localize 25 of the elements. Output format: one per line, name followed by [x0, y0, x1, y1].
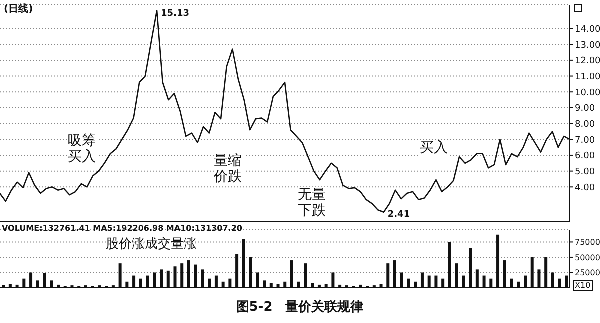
annotation: 无量下跌	[298, 187, 328, 220]
y-tick-label: 8.00	[575, 120, 596, 130]
y-tick-label: 11.00	[575, 72, 600, 82]
annotation: 股价涨成交量涨	[106, 237, 197, 253]
text: X10	[573, 280, 593, 292]
caption: 图5-2 量价关联规律	[235, 300, 365, 316]
y-tick-label: 4.00	[575, 183, 596, 194]
y-tick-label: 10.00	[575, 88, 600, 98]
y-tick-label: 5.00	[575, 168, 596, 178]
y-tick-label: 7.00	[575, 136, 596, 146]
annotation: 量缩价跌	[214, 153, 244, 186]
annotation: 买入	[420, 140, 448, 156]
y-tick-label: 14.00	[575, 24, 600, 35]
y-tick-label: 25000	[575, 268, 600, 278]
annotation: VOLUME:132761.41 MA5:192206.98 MA10:131307.20	[2, 224, 242, 234]
annotation: 2.41	[388, 210, 410, 221]
y-tick-label: 50000	[575, 253, 600, 262]
annotation: 15.13	[161, 8, 190, 20]
y-tick-label: 75000	[575, 238, 600, 248]
annotation: 吸筹买入	[68, 133, 98, 166]
y-tick-label: 9.00	[575, 104, 596, 114]
chart-title: (日线)	[4, 2, 34, 16]
y-tick-label: 12.00	[575, 56, 600, 67]
y-tick-label: 13.00	[575, 40, 600, 51]
y-tick-label: 6.00	[575, 152, 596, 162]
